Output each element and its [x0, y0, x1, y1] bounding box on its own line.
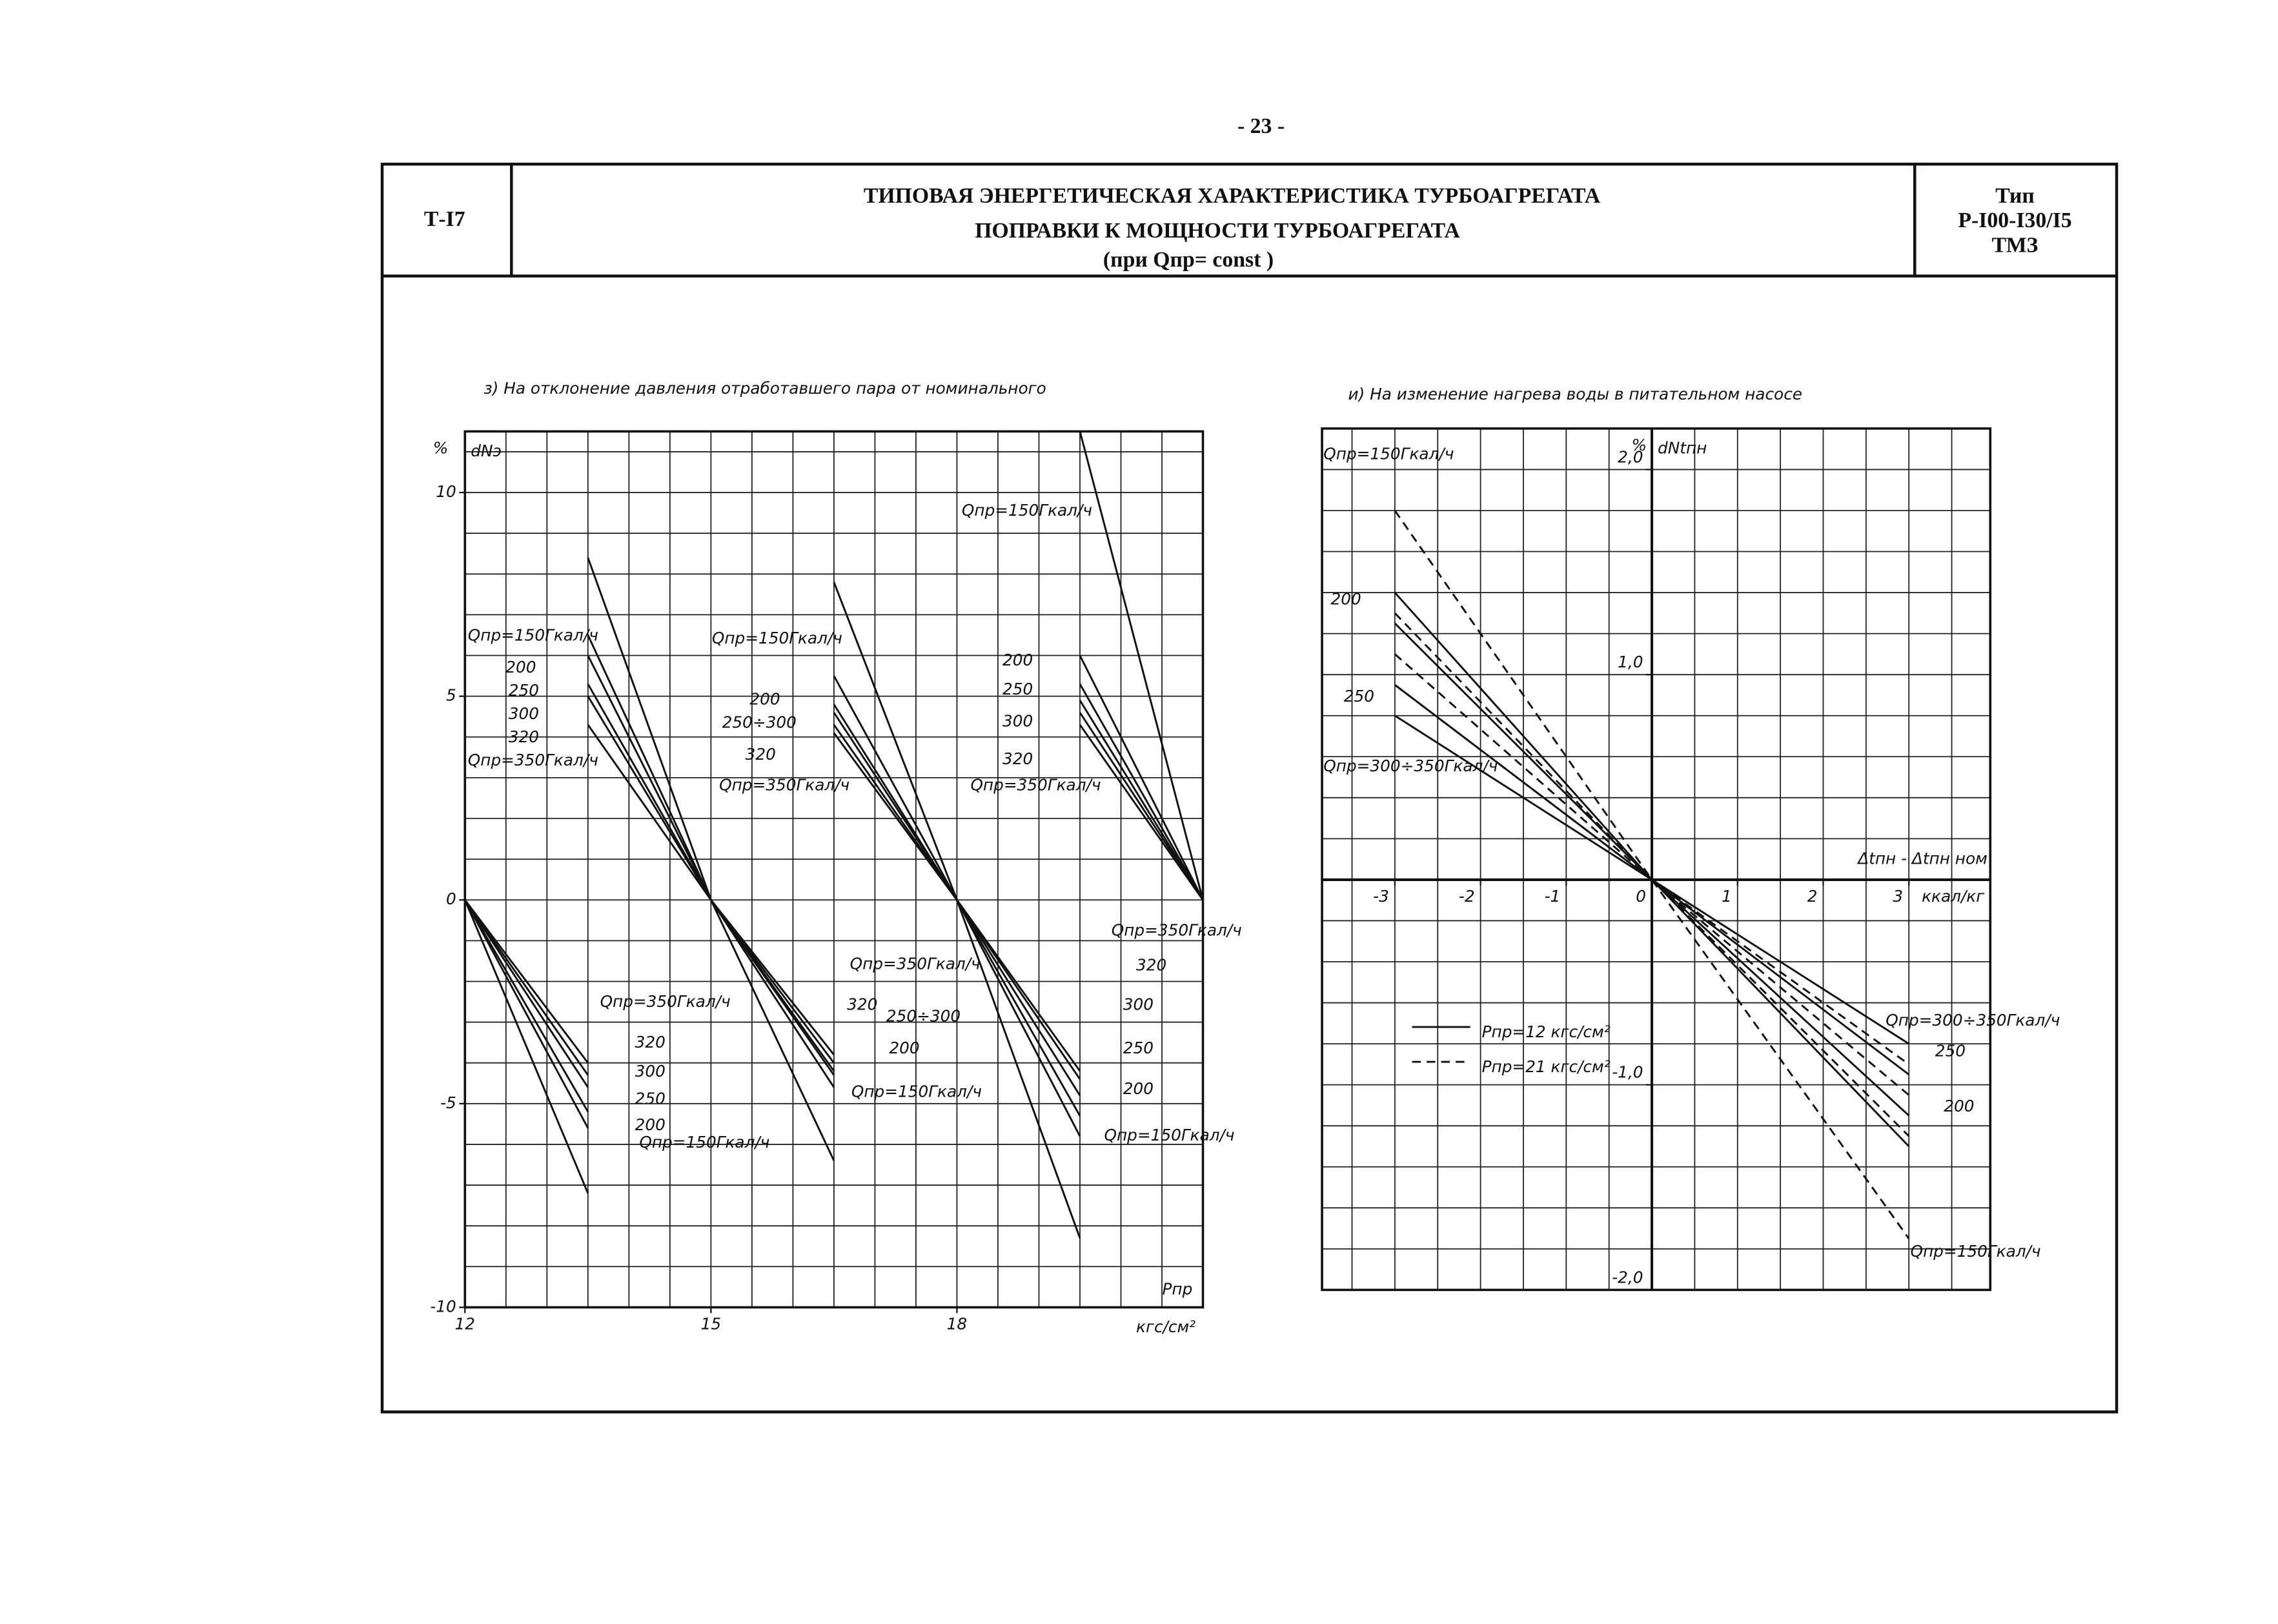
annotation: 320 — [1002, 749, 1033, 768]
x-tick-label: 18 — [947, 1314, 968, 1333]
annotation: 250 — [635, 1090, 666, 1108]
type-label: Тип — [1995, 184, 2035, 208]
series-line — [464, 724, 1204, 1072]
annotation: 320 — [509, 727, 539, 746]
annotation: 200 — [635, 1115, 666, 1134]
x-tick-label: -2 — [1459, 887, 1475, 906]
annotation: Qпр=350Гкал/ч — [850, 954, 981, 973]
y-tick-label: 0 — [446, 889, 456, 908]
y-tick-label: 5 — [446, 686, 456, 705]
annotation: Qпр=350Гкал/ч — [468, 751, 598, 769]
x-tick-label: -1 — [1545, 887, 1561, 906]
annotation: Qпр=300÷350Гкал/ч — [1323, 756, 1498, 775]
annotation: 250÷300 — [886, 1006, 961, 1025]
y-tick-label: -5 — [440, 1093, 456, 1112]
y-axis-label: dNэ — [471, 442, 502, 460]
series-line — [1394, 684, 1910, 1066]
legend-label: Pпр=12 кгс/см² — [1482, 1022, 1611, 1041]
annotation: 200 — [1331, 589, 1361, 608]
frame — [380, 163, 2119, 1414]
annotation: 250 — [509, 681, 539, 700]
x-tick-label: 15 — [701, 1314, 722, 1333]
condition: (при Qпр= const ) — [1103, 248, 1274, 272]
annotation: 200 — [505, 658, 536, 676]
x-tick-label: 1 — [1722, 887, 1732, 906]
annotation: 300 — [635, 1062, 666, 1081]
annotation: 320 — [746, 745, 776, 764]
y-tick-label: -1,0 — [1612, 1063, 1643, 1082]
annotation: 250 — [1935, 1041, 1966, 1060]
x-unit: кгс/см² — [1136, 1317, 1195, 1336]
y-tick-label: 10 — [436, 482, 456, 501]
annotation: 200 — [889, 1039, 919, 1057]
x-axis-label: Pпр — [1163, 1279, 1193, 1298]
annotation: 200 — [749, 690, 780, 709]
annotation: 250 — [1344, 687, 1374, 705]
annotation: Qпр=150Гкал/ч — [468, 626, 598, 645]
annotation: 200 — [1944, 1097, 1974, 1115]
x-tick-label: 3 — [1893, 887, 1903, 906]
chart-title: и) На изменение нагрева воды в питательн… — [1348, 385, 1802, 403]
plot-border — [463, 430, 1205, 1309]
x-axis-label: Δtпн - Δtпн ном — [1856, 849, 1988, 868]
annotation: 200 — [1002, 651, 1033, 669]
annotation: Qпр=350Гкал/ч — [719, 775, 849, 794]
annotation: 300 — [509, 704, 539, 723]
y-unit: % — [1632, 436, 1647, 454]
y-tick-label: -10 — [430, 1297, 456, 1315]
y-axis-label: dNtпн — [1658, 438, 1707, 457]
annotation: 300 — [1123, 995, 1154, 1013]
x-tick-label: 12 — [455, 1314, 476, 1333]
annotation: Qпр=150Гкал/ч — [639, 1133, 769, 1152]
plot-border — [1321, 427, 1992, 1292]
annotation: Qпр=350Гкал/ч — [600, 992, 731, 1011]
annotation: 200 — [1123, 1079, 1154, 1098]
annotation: 320 — [847, 995, 877, 1013]
maker: ТМЗ — [1992, 233, 2039, 257]
annotation: 320 — [1136, 956, 1166, 975]
annotation: Qпр=150Гкал/ч — [1104, 1126, 1234, 1144]
annotation: 250 — [1123, 1039, 1154, 1057]
x-tick-label: 0 — [1636, 887, 1646, 906]
annotation: Qпр=150Гкал/ч — [851, 1082, 982, 1101]
legend-label: Pпр=21 кгс/см² — [1482, 1057, 1611, 1076]
y-unit: % — [433, 438, 449, 457]
y-tick-label: 2,0 — [1618, 447, 1643, 466]
title: ТИПОВАЯ ЭНЕРГЕТИЧЕСКАЯ ХАРАКТЕРИСТИКА ТУ… — [864, 184, 1601, 208]
annotation: 300 — [1002, 711, 1033, 730]
y-tick-label: -2,0 — [1612, 1268, 1643, 1286]
sheet-code: Т-I7 — [424, 207, 465, 231]
x-tick-label: 2 — [1807, 887, 1818, 906]
annotation: 250 — [1002, 680, 1033, 698]
series-line — [1394, 510, 1910, 1239]
annotation: Qпр=150Гкал/ч — [712, 629, 842, 647]
type-value: Р-I00-I30/I5 — [1958, 208, 2071, 232]
annotation: Qпр=350Гкал/ч — [970, 775, 1101, 794]
x-unit: ккал/кг — [1922, 887, 1985, 906]
subtitle: ПОПРАВКИ К МОЩНОСТИ ТУРБОАГРЕГАТА — [975, 219, 1460, 243]
annotation: Qпр=350Гкал/ч — [1112, 921, 1242, 940]
annotation: Qпр=150Гкал/ч — [1323, 444, 1454, 463]
chart-title: з) На отклонение давления отработавшего … — [484, 379, 1046, 398]
annotation: 320 — [635, 1033, 666, 1051]
annotation: Qпр=150Гкал/ч — [962, 501, 1092, 520]
y-tick-label: 1,0 — [1618, 653, 1643, 671]
annotation: Qпр=150Гкал/ч — [1910, 1242, 2040, 1261]
x-tick-label: -3 — [1373, 887, 1389, 906]
annotation: Qпр=300÷350Гкал/ч — [1886, 1011, 2060, 1030]
annotation: 250÷300 — [722, 713, 797, 732]
page-number: - 23 - — [1237, 114, 1285, 138]
